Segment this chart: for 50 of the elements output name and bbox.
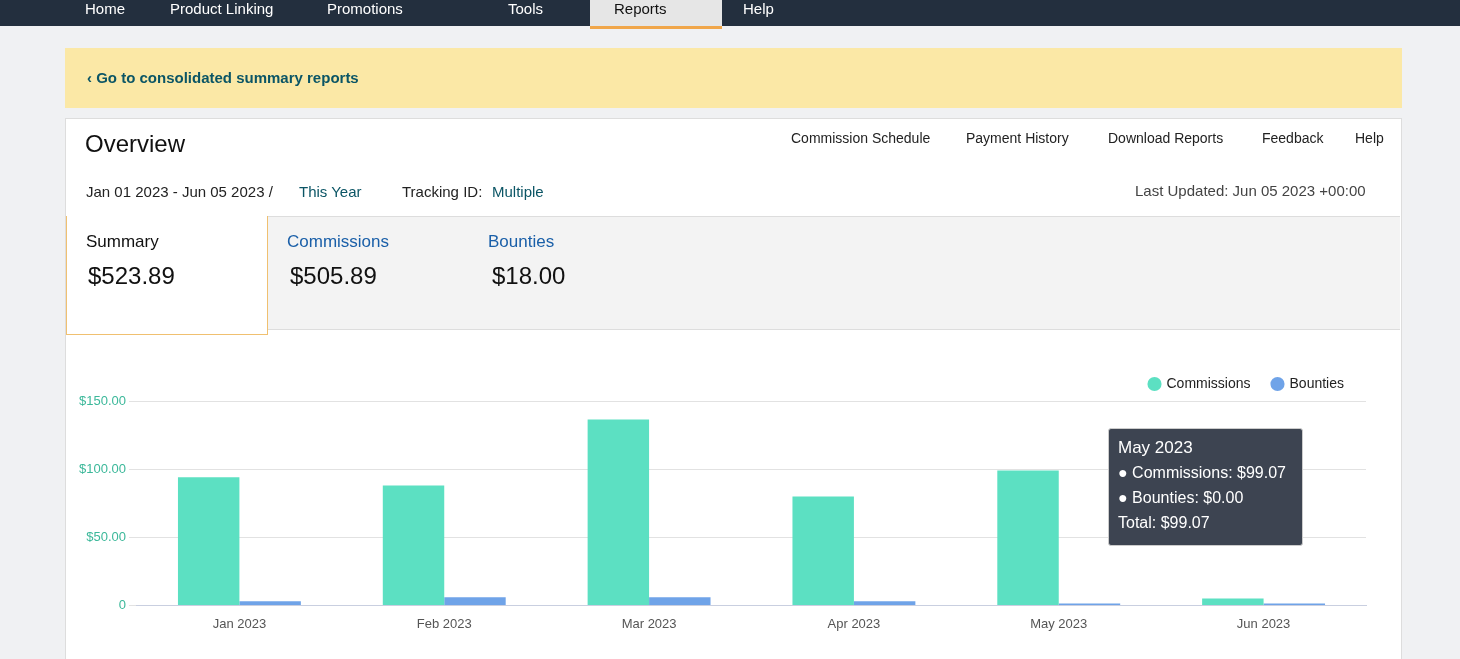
legend-label: Commissions	[1166, 374, 1251, 391]
text: Tools	[508, 0, 544, 17]
annotation: Total: $99.07	[1118, 514, 1210, 532]
text: Jan 01 2023 - Jun 05 2023 /	[86, 183, 273, 200]
text: Bounties	[488, 232, 555, 252]
x-tick-label: Apr 2023	[827, 615, 881, 631]
bar	[444, 597, 506, 605]
text: Commission Schedule	[791, 130, 931, 146]
x-tick-label: May 2023	[1030, 615, 1088, 631]
text: $505.89	[290, 262, 377, 290]
text: $523.89	[88, 262, 175, 290]
chart-title: Overview	[85, 130, 186, 158]
text: Commissions	[287, 232, 390, 252]
text: Help	[743, 0, 774, 17]
text: Home	[85, 0, 126, 17]
y-tick-label: $100.00	[78, 460, 126, 476]
x-tick-label: Mar 2023	[621, 615, 677, 631]
text: Last Updated: Jun 05 2023 +00:00	[1135, 182, 1366, 199]
bar	[177, 477, 240, 605]
legend-label: Bounties	[1289, 374, 1344, 391]
text: Reports	[614, 0, 667, 17]
text: Help	[1355, 130, 1384, 146]
text: ‹ Go to consolidated summary reports	[87, 69, 359, 86]
bar	[853, 601, 916, 605]
text: Download Reports	[1108, 130, 1224, 146]
y-tick-label: $150.00	[78, 392, 126, 408]
text: Multiple	[492, 183, 544, 200]
y-tick-label: $50.00	[86, 528, 126, 544]
bar	[792, 496, 854, 605]
text: Feedback	[1262, 130, 1324, 146]
bar	[239, 601, 301, 605]
text: Promotions	[327, 0, 403, 17]
annotation: ● Bounties: $0.00	[1118, 489, 1244, 507]
text: Tracking ID:	[402, 183, 483, 200]
annotation: May 2023	[1118, 438, 1193, 458]
text: This Year	[299, 183, 362, 200]
text: $18.00	[492, 262, 566, 290]
bar	[649, 597, 711, 605]
x-tick-label: Feb 2023	[416, 615, 472, 631]
bar	[587, 419, 650, 605]
annotation: ● Commissions: $99.07	[1118, 464, 1286, 482]
text: Payment History	[966, 130, 1069, 146]
x-tick-label: Jun 2023	[1236, 615, 1291, 631]
text: Product Linking	[170, 0, 274, 17]
y-tick-label: 0	[118, 596, 126, 612]
bar	[382, 485, 445, 605]
bar	[997, 470, 1059, 605]
x-tick-label: Jan 2023	[212, 615, 267, 631]
bar	[1202, 598, 1264, 605]
text: Summary	[86, 232, 159, 252]
